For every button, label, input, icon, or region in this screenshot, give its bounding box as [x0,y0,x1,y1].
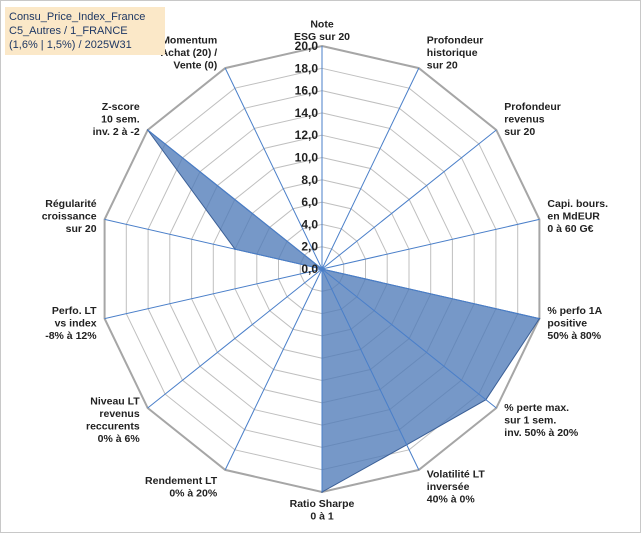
tick-label: 20,0 [295,39,319,53]
chart-title-box: Consu_Price_Index_France C5_Autres / 1_F… [5,7,165,55]
axis-label-line: vs index [55,318,97,330]
axis-label-line: -8% à 12% [45,330,97,342]
axis-label-line: en MdEUR [547,210,600,222]
axis-label-line: % perte max. [504,402,569,414]
tick-label: 8,0 [301,173,318,187]
spoke [321,268,497,409]
tick-label: 10,0 [295,151,319,165]
spoke [321,67,420,270]
axis-label-line: revenus [99,408,139,420]
title-line-2: C5_Autres / 1_FRANCE [9,25,128,37]
spoke [224,67,323,270]
axis-label-line: sur 20 [66,223,97,235]
axis-label-line: Capi. bours. [547,198,608,210]
axis-label-line: inversée [427,481,470,493]
spoke [147,268,323,409]
axis-label-line: 40% à 0% [427,494,476,506]
axis-label-line: Niveau LT [90,396,140,408]
tick-label: 6,0 [301,195,318,209]
axis-label-line: sur 20 [427,59,458,71]
axis-label-line: Vente (0) [173,59,217,71]
spoke [321,268,540,320]
tick-label: 2,0 [301,240,318,254]
tick-label: 0,0 [301,262,318,276]
radar-series [146,129,541,493]
title-line-3: (1,6% | 1,5%) / 2025W31 [9,39,132,51]
tick-label: 18,0 [295,61,319,75]
axis-label: Rendement LT0% à 20% [145,475,218,500]
tick-label: 14,0 [295,106,319,120]
tick-label: 16,0 [295,84,319,98]
spoke [147,129,323,270]
axis-label-line: croissance [42,210,97,222]
title-line-1: Consu_Price_Index_France [9,11,146,23]
axis-label-line: historique [427,47,478,59]
axis-label-line: Rendement LT [145,475,218,487]
spoke [104,218,323,270]
axis-label-line: sur 20 [504,126,535,138]
axis-label-line: 50% à 80% [547,330,601,342]
spoke [104,268,323,320]
spoke [321,218,540,270]
axis-label-line: Régularité [45,198,97,210]
axis-label-line: Achat (20) / [161,47,218,59]
axis-label-line: 0% à 20% [169,487,218,499]
axis-label-line: 10 sem. [101,114,140,126]
axis-label-line: inv. 2 à -2 [93,126,140,138]
axis-label-line: 0 à 60 G€ [547,223,593,235]
axis-label-line: % perfo 1A [547,305,602,317]
axis-label: % perte max.sur 1 sem.inv. 50% à 20% [504,402,579,439]
axis-label-line: sur 1 sem. [504,414,556,426]
axis-label-line: 0% à 6% [98,433,141,445]
spoke [321,129,497,270]
axis-label-line: Note [310,19,333,31]
tick-label: 4,0 [301,217,318,231]
axis-label-line: Perfo. LT [52,305,97,317]
axis-label-line: positive [547,318,587,330]
axis-label-line: revenus [504,114,544,126]
axis-label-line: Volatilité LT [427,469,486,481]
axis-label-line: inv. 50% à 20% [504,427,579,439]
radar-spokes [104,46,540,492]
axis-label-line: Z-score [102,101,140,113]
axis-label-line: Ratio Sharpe [290,498,355,510]
tick-label: 12,0 [295,128,319,142]
axis-label-line: Profondeur [427,34,484,46]
radial-axis-ticks: 0,0 2,0 4,0 6,0 8,0 10,0 12,0 14,0 16,0 18,0 20,0 [295,39,319,276]
axis-label-line: ESG sur 20 [294,31,350,43]
spoke [321,268,420,471]
spoke [224,268,323,471]
axis-label-line: Profondeur [504,101,561,113]
axis-label-line: Momentum [161,34,217,46]
axis-label-line: reccurents [86,421,140,433]
axis-label-line: 0 à 1 [310,511,334,523]
